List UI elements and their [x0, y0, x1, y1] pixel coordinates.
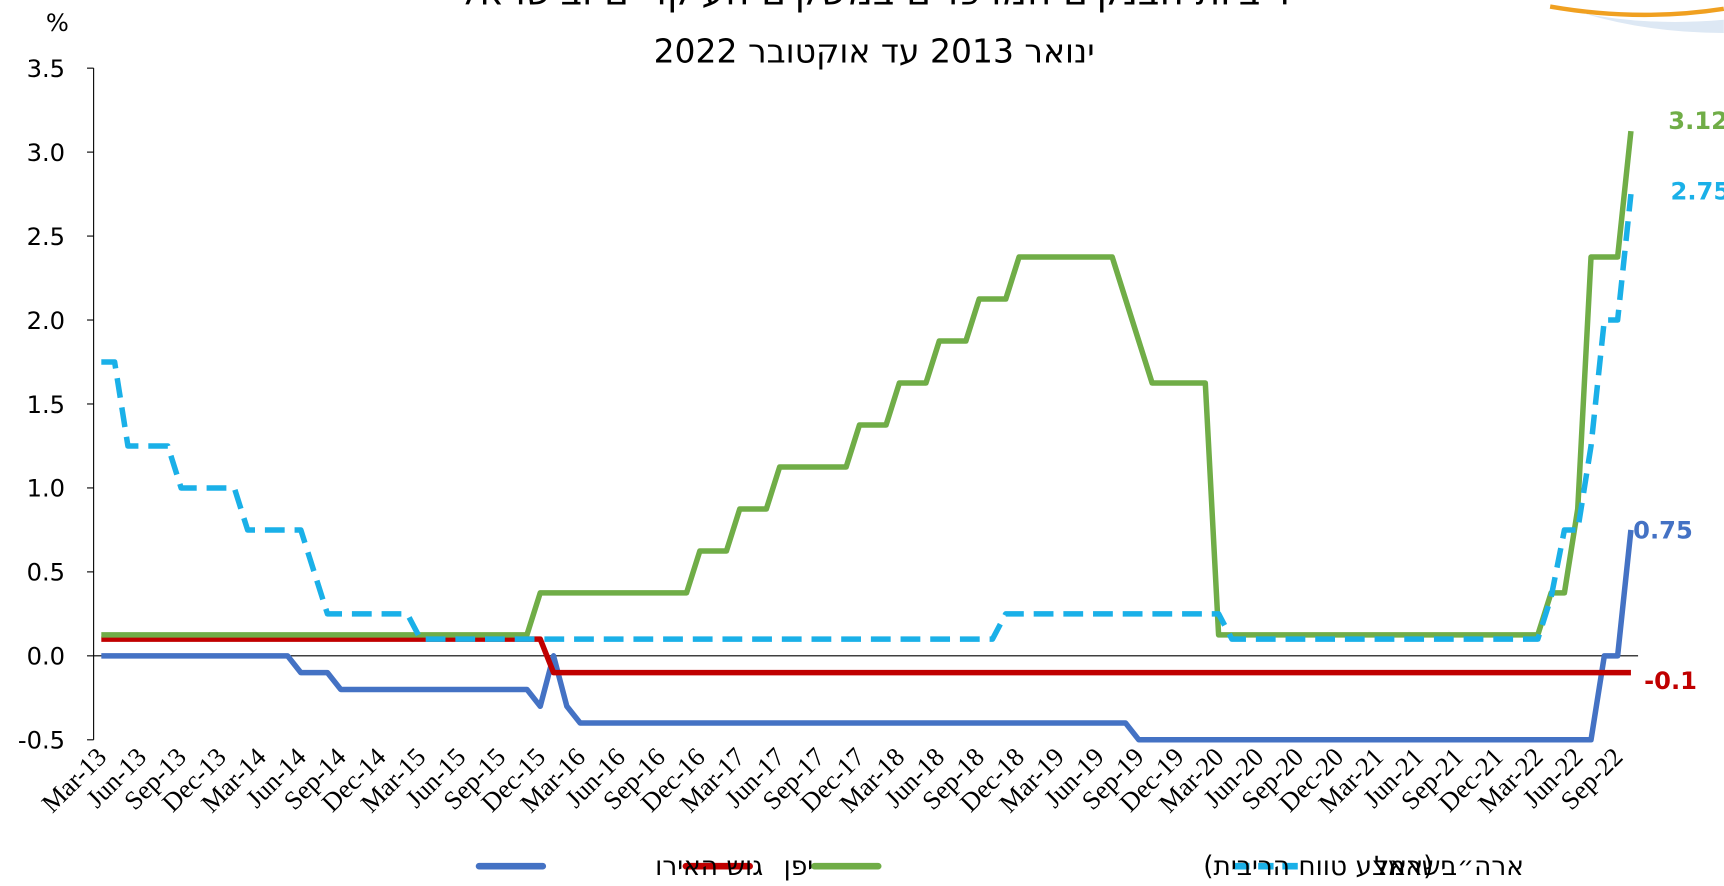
y-tick-label: 3.0: [27, 139, 65, 167]
y-axis-label: %: [46, 9, 69, 37]
data-label: 3.125: [1668, 107, 1724, 135]
series-line: [101, 193, 1634, 642]
data-label: 0.75: [1633, 517, 1693, 545]
y-tick-label: 2.0: [27, 307, 65, 335]
decoration: [1583, 13, 1724, 33]
legend-label: גוש האירו: [655, 852, 763, 882]
y-tick-label: 3.5: [27, 55, 65, 83]
chart-title: ריביות הבנקים המרכזיים במשקים העיקריים ו…: [458, 0, 1289, 13]
series-line: [101, 130, 1634, 638]
y-tick-label: 1.0: [27, 475, 65, 503]
legend-label: יפן: [784, 852, 814, 882]
y-tick-label: 2.5: [27, 223, 65, 251]
legend-label: ישראל: [1374, 852, 1446, 882]
data-label: 2.75: [1671, 178, 1724, 206]
y-tick-label: -0.5: [18, 727, 65, 755]
series-line: [101, 636, 1631, 676]
series-line: [101, 529, 1634, 743]
y-tick-label: 1.5: [27, 391, 65, 419]
chart-subtitle: ינואר 2013 עד אוקטובר 2022: [654, 32, 1095, 71]
data-label: -0.1: [1644, 667, 1697, 695]
y-tick-label: 0.0: [27, 643, 65, 671]
y-tick-label: 0.5: [27, 559, 65, 587]
legend-label: ארה״ב (אמצע טווח הריבית): [1203, 852, 1524, 882]
decoration: [1549, 4, 1724, 18]
